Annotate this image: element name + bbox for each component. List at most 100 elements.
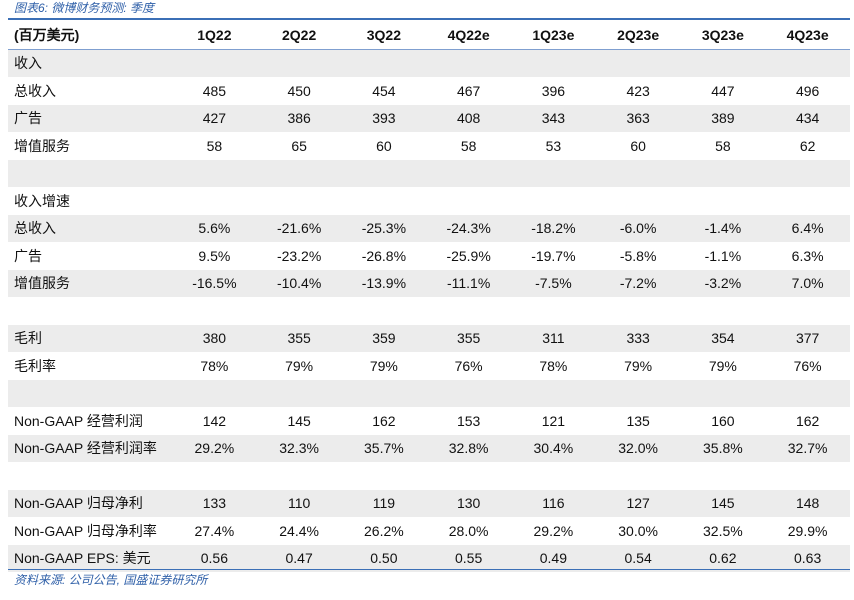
table-cell: [511, 159, 596, 187]
table-cell: [765, 159, 850, 187]
table-cell: [511, 379, 596, 407]
table-cell: 333: [595, 324, 681, 352]
table-row: 总收入 5.6% -21.6% -25.3% -24.3% -18.2% -6.0% -1.4…: [8, 214, 850, 242]
table-cell: 343: [511, 104, 596, 132]
table-cell: [172, 159, 257, 187]
table-row: 收入: [8, 49, 850, 77]
table-cell: 0.54: [595, 544, 681, 572]
table-cell: [172, 49, 257, 77]
table-cell: 79%: [624, 357, 653, 374]
table-cell: -1.4%: [680, 214, 766, 242]
table-cell: 78%: [539, 357, 568, 374]
table-row: Non-GAAP EPS: 美元 0.56 0.47 0.50 0.55 0.49 0.54…: [8, 544, 850, 572]
table-cell: -23.2%: [276, 247, 322, 264]
table-cell: 60: [376, 137, 392, 154]
table-row: 收入增速: [8, 187, 850, 215]
table-cell: 5.6%: [172, 214, 257, 242]
table-cell: 65: [291, 137, 307, 154]
row-label: Non-GAAP 归母净利: [8, 489, 172, 517]
table-cell: [596, 187, 681, 215]
table-cell: [595, 159, 681, 187]
table-row: 增值服务 58 65 60 58 53 60 58 62: [8, 132, 850, 160]
table-cell: 32.7%: [765, 434, 850, 462]
table-cell: -1.1%: [704, 247, 742, 264]
table-row: Non-GAAP 经营利润 142 145 162 153 121 135 160 162: [8, 407, 850, 435]
table-cell: 116: [511, 489, 596, 517]
table-cell: -16.5%: [172, 269, 257, 297]
table-cell: 76%: [454, 357, 483, 374]
table-cell: 7.0%: [765, 269, 850, 297]
header-cell-4q22e: 4Q22e: [426, 21, 511, 50]
table-cell: 162: [372, 412, 396, 429]
table-cell: 355: [256, 324, 342, 352]
table-cell: 0.55: [426, 544, 511, 572]
table-cell: -25.3%: [341, 214, 427, 242]
table-cell: [256, 379, 342, 407]
table-cell: 6.3%: [791, 247, 824, 264]
row-label: 增值服务: [8, 269, 172, 297]
table-cell: 32.8%: [426, 434, 511, 462]
table-cell: 447: [711, 82, 735, 99]
table-cell: [426, 159, 511, 187]
table-cell: [680, 159, 766, 187]
table-cell: 79%: [285, 357, 314, 374]
row-label: [8, 159, 172, 187]
table-cell: -19.7%: [531, 247, 576, 264]
table-cell: 130: [426, 489, 511, 517]
header-cell-unit: (百万美元): [8, 21, 172, 50]
table-row: [8, 159, 850, 187]
table-cell: 79%: [369, 357, 398, 374]
table-cell: [426, 379, 511, 407]
table-cell: 467: [456, 82, 481, 99]
table-cell: [256, 159, 342, 187]
table-cell: 53: [545, 137, 562, 154]
row-label: 广告: [8, 104, 172, 132]
table-cell: -7.5%: [511, 269, 596, 297]
table-cell: 32.3%: [256, 434, 342, 462]
table-cell: 62: [799, 137, 816, 154]
row-label: 毛利率: [14, 357, 56, 374]
table-cell: [765, 297, 850, 325]
table-cell: [172, 462, 257, 490]
top-rule: [8, 18, 850, 20]
table-cell: 386: [256, 104, 342, 132]
row-label: [8, 297, 172, 325]
table-cell: 408: [426, 104, 511, 132]
row-label: 总收入: [14, 82, 56, 99]
header-cell-1q22: 1Q22: [172, 21, 257, 50]
table-cell: 153: [456, 412, 481, 429]
header-cell-3q23e: 3Q23e: [680, 21, 766, 50]
table-cell: 29.2%: [172, 434, 257, 462]
row-label: 总收入: [8, 214, 172, 242]
table-cell: 32.0%: [595, 434, 681, 462]
table-cell: 35.7%: [341, 434, 427, 462]
table-row: [8, 462, 850, 490]
table-row: 广告 427 386 393 408 343 363 389 434: [8, 104, 850, 132]
table-cell: 35.8%: [680, 434, 766, 462]
table-cell: 0.62: [680, 544, 766, 572]
table-cell: [681, 187, 766, 215]
row-label: 收入: [8, 49, 172, 77]
row-label: Non-GAAP 归母净利率: [14, 522, 157, 539]
table-cell: 135: [626, 412, 650, 429]
table-cell: 355: [426, 324, 511, 352]
table-cell: [595, 379, 681, 407]
table-cell: 76%: [793, 357, 822, 374]
table-cell: 133: [172, 489, 257, 517]
table-cell: [341, 159, 427, 187]
table-cell: 160: [711, 412, 735, 429]
table-cell: 28.0%: [448, 522, 489, 539]
table-cell: 0.63: [765, 544, 850, 572]
table-cell: 363: [595, 104, 681, 132]
table-cell: [511, 297, 596, 325]
table-cell: 30.0%: [618, 522, 658, 539]
table-cell: 142: [202, 412, 227, 429]
table-cell: [765, 49, 850, 77]
table-cell: 58: [206, 137, 223, 154]
table-cell: 0.49: [511, 544, 596, 572]
header-cell-2q23e: 2Q23e: [595, 21, 681, 50]
table-body: 收入 总收入 485 450 454 467 396 423 447 496 广告 427 386 393…: [8, 49, 850, 572]
table-cell: 0.47: [256, 544, 342, 572]
table-cell: [596, 462, 681, 490]
table-cell: 496: [795, 82, 820, 99]
